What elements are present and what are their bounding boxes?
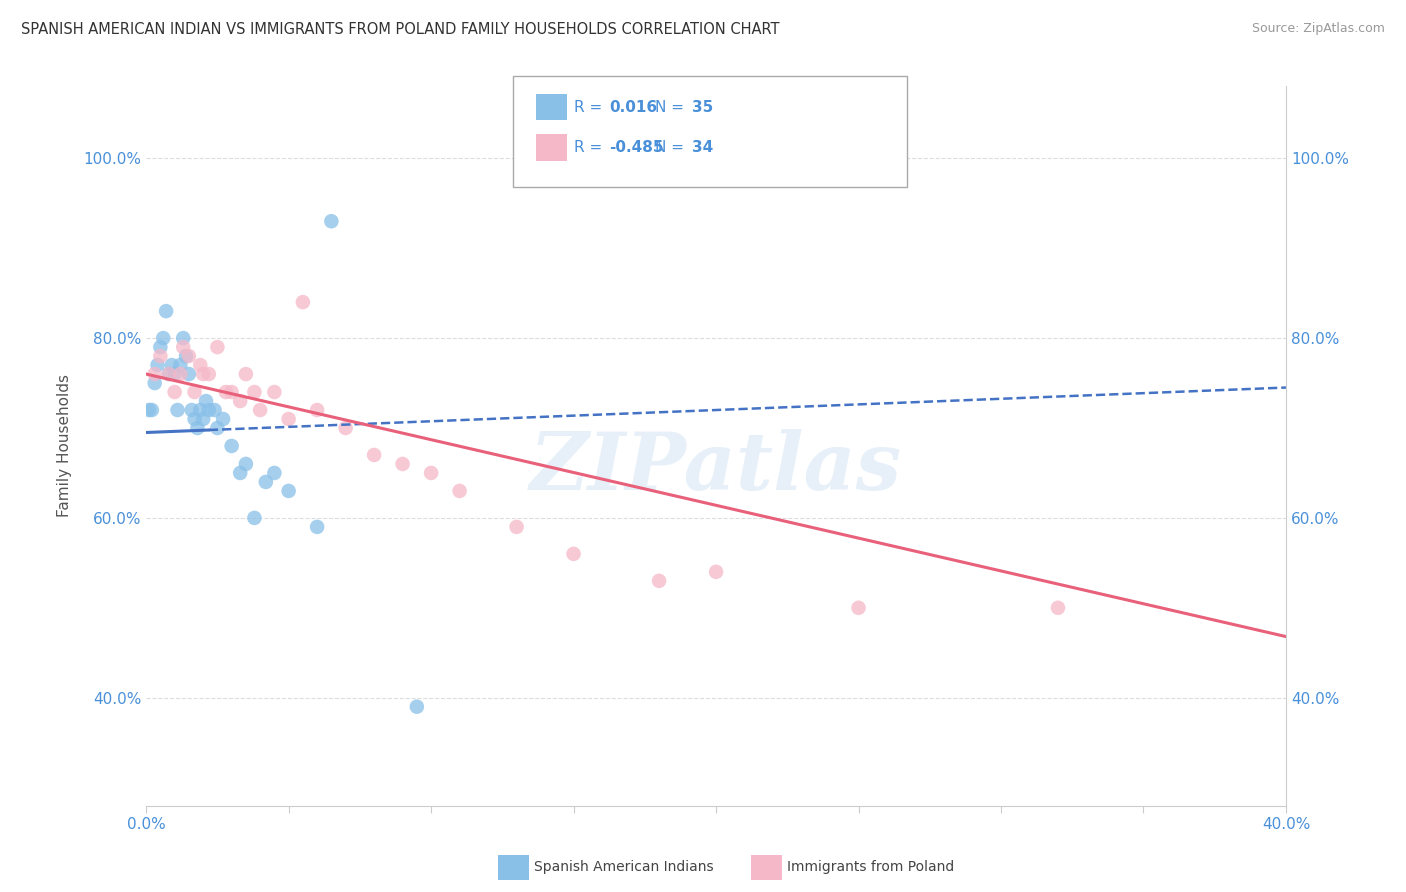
Point xyxy=(235,367,257,381)
Text: R =: R = xyxy=(574,140,607,154)
Point xyxy=(163,385,186,400)
Point xyxy=(157,367,180,381)
Point xyxy=(243,511,266,525)
Y-axis label: Family Households: Family Households xyxy=(58,375,72,517)
Text: Immigrants from Poland: Immigrants from Poland xyxy=(787,860,955,874)
Text: 0.016: 0.016 xyxy=(609,100,657,114)
Point xyxy=(254,475,277,489)
Point xyxy=(229,466,252,480)
Point xyxy=(172,340,194,354)
Point xyxy=(174,349,197,363)
Point xyxy=(155,304,177,318)
Point xyxy=(138,403,160,417)
Point xyxy=(277,412,299,426)
Point xyxy=(198,403,221,417)
Point xyxy=(177,349,200,363)
Point xyxy=(212,412,235,426)
Point xyxy=(221,439,243,453)
Point xyxy=(143,367,166,381)
Point xyxy=(177,367,200,381)
Text: ZIPatlas: ZIPatlas xyxy=(530,429,903,507)
Point xyxy=(191,367,214,381)
Point xyxy=(149,340,172,354)
Point xyxy=(166,403,188,417)
Point xyxy=(990,853,1012,867)
Point xyxy=(157,367,180,381)
Point xyxy=(307,403,329,417)
Point xyxy=(449,483,471,498)
Point xyxy=(505,520,527,534)
Point xyxy=(848,600,870,615)
Point xyxy=(186,421,208,435)
Point xyxy=(420,466,443,480)
Point xyxy=(169,358,191,372)
Point xyxy=(160,358,183,372)
Point xyxy=(229,394,252,409)
Text: SPANISH AMERICAN INDIAN VS IMMIGRANTS FROM POLAND FAMILY HOUSEHOLDS CORRELATION : SPANISH AMERICAN INDIAN VS IMMIGRANTS FR… xyxy=(21,22,779,37)
Point xyxy=(207,421,229,435)
Point xyxy=(291,295,314,310)
Point xyxy=(169,367,191,381)
Text: 35: 35 xyxy=(692,100,713,114)
Text: R =: R = xyxy=(574,100,607,114)
Point xyxy=(562,547,585,561)
Point xyxy=(335,421,357,435)
Point xyxy=(188,358,211,372)
Text: 34: 34 xyxy=(692,140,713,154)
Point xyxy=(188,403,211,417)
Point xyxy=(648,574,671,588)
Point xyxy=(243,385,266,400)
Point xyxy=(1046,600,1069,615)
Text: N =: N = xyxy=(655,100,689,114)
Point xyxy=(307,520,329,534)
Point xyxy=(143,376,166,390)
Point xyxy=(183,385,205,400)
Point xyxy=(704,565,727,579)
Text: Source: ZipAtlas.com: Source: ZipAtlas.com xyxy=(1251,22,1385,36)
Point xyxy=(221,385,243,400)
Point xyxy=(235,457,257,471)
Text: Spanish American Indians: Spanish American Indians xyxy=(534,860,714,874)
Point xyxy=(215,385,238,400)
Point xyxy=(180,403,202,417)
Point xyxy=(207,340,229,354)
Point xyxy=(141,403,163,417)
Point xyxy=(195,394,218,409)
Point xyxy=(191,412,214,426)
Text: N =: N = xyxy=(655,140,689,154)
Point xyxy=(391,457,413,471)
Point xyxy=(152,331,174,345)
Point xyxy=(263,466,285,480)
Text: -0.485: -0.485 xyxy=(609,140,664,154)
Point xyxy=(198,367,221,381)
Point xyxy=(183,412,205,426)
Point xyxy=(277,483,299,498)
Point xyxy=(163,367,186,381)
Point xyxy=(263,385,285,400)
Point xyxy=(405,699,427,714)
Point xyxy=(172,331,194,345)
Point xyxy=(149,349,172,363)
Point xyxy=(204,403,226,417)
Point xyxy=(249,403,271,417)
Point xyxy=(321,214,343,228)
Point xyxy=(146,358,169,372)
Point xyxy=(363,448,385,462)
